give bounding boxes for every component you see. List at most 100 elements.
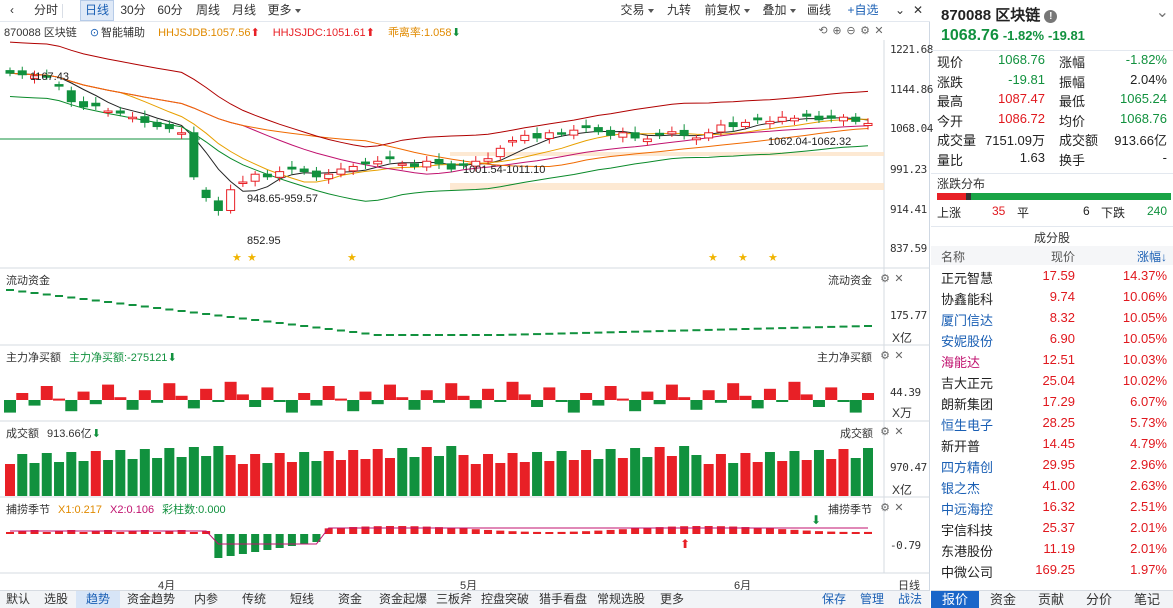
adjust-menu[interactable]: 前复权 xyxy=(700,0,754,21)
close-icon[interactable]: ✕ xyxy=(894,273,904,285)
net-bar xyxy=(212,400,225,402)
overlay-menu[interactable]: 叠加 xyxy=(758,0,800,21)
zoom-out-icon[interactable]: ⊖ xyxy=(846,25,856,37)
stock-row[interactable]: 厦门信达 8.32 10.05% xyxy=(931,308,1173,329)
quote-tab[interactable]: 笔记 xyxy=(1133,592,1160,607)
strategy-tab[interactable]: 短线 xyxy=(289,592,314,606)
candle xyxy=(544,132,554,139)
stock-name[interactable]: 海能达 xyxy=(941,355,981,370)
net-bar xyxy=(862,393,874,400)
settings-icon[interactable]: ⚙ xyxy=(860,25,870,37)
stock-row[interactable]: 银之杰 41.00 2.63% xyxy=(931,476,1173,497)
strategy-tab[interactable]: 三板斧 xyxy=(435,592,472,606)
range-annotation: 1001.54-1011.10 xyxy=(463,164,546,176)
strategy-tab[interactable]: 控盘突破 xyxy=(480,592,529,606)
tab-more[interactable]: 更多 xyxy=(264,0,304,21)
stock-row[interactable]: 海能达 12.51 10.03% xyxy=(931,350,1173,371)
strategy-tab[interactable]: 资金趋势 xyxy=(126,592,175,606)
net-bar xyxy=(763,388,776,400)
strategy-tab[interactable]: 常规选股 xyxy=(596,592,645,606)
settings-icon[interactable]: ⚙ xyxy=(880,273,890,285)
col-price[interactable]: 现价 xyxy=(1050,250,1075,264)
strategy-tab[interactable]: 资金 xyxy=(337,592,362,606)
stock-name[interactable]: 中远海控 xyxy=(941,502,994,517)
stock-name[interactable]: 新开普 xyxy=(941,439,981,454)
settings-icon[interactable]: ⚙ xyxy=(880,350,890,362)
quote-tab[interactable]: 资金 xyxy=(989,592,1016,607)
stock-row[interactable]: 中微公司 169.25 1.97% xyxy=(931,560,1173,581)
season-bar xyxy=(202,531,211,534)
stock-name[interactable]: 协鑫能科 xyxy=(941,292,994,307)
strategy-tab[interactable]: 资金起爆 xyxy=(378,592,427,606)
volume-bar xyxy=(409,457,420,496)
stock-name[interactable]: 朗新集团 xyxy=(941,397,994,412)
close-icon[interactable]: ✕ xyxy=(912,3,924,17)
kline-chart[interactable]: ★ ★ ★ ★ ★ ★ ⬇ ⬆ xyxy=(0,0,930,590)
stock-name[interactable]: 安妮股份 xyxy=(941,334,994,349)
chevron-down-icon[interactable]: ⌄ xyxy=(1155,4,1169,21)
strategy-tab[interactable]: 猎手看盘 xyxy=(538,592,587,606)
quote-tab[interactable]: 分价 xyxy=(1085,592,1112,607)
close-icon[interactable]: ✕ xyxy=(874,25,884,37)
stock-row[interactable]: 宇信科技 25.37 2.01% xyxy=(931,518,1173,539)
volume-bar xyxy=(568,460,579,496)
stock-row[interactable]: 中远海控 16.32 2.51% xyxy=(931,497,1173,518)
trade-menu[interactable]: 交易 xyxy=(616,0,658,21)
jiuzhuan-button[interactable]: 九转 xyxy=(666,3,691,17)
stock-name[interactable]: 东港股份 xyxy=(941,544,994,559)
tab-60min[interactable]: 60分 xyxy=(157,3,183,17)
strategy-tab[interactable]: 选股 xyxy=(43,592,68,606)
stock-name[interactable]: 中微公司 xyxy=(941,565,994,580)
stock-name[interactable]: 宇信科技 xyxy=(941,523,994,538)
strategy-tab[interactable]: 内参 xyxy=(193,592,218,606)
stock-name[interactable]: 银之杰 xyxy=(941,481,981,496)
chevron-down-icon[interactable]: ⌄ xyxy=(894,3,906,17)
strategy-tab[interactable]: 趋势 xyxy=(76,591,120,608)
draw-button[interactable]: 画线 xyxy=(806,3,831,17)
stock-row[interactable]: 吉大正元 25.04 10.02% xyxy=(931,371,1173,392)
info-icon[interactable]: ! xyxy=(1044,10,1058,23)
quote-tab[interactable]: 报价 xyxy=(931,591,979,608)
bottom-action-button[interactable]: 管理 xyxy=(859,592,884,606)
close-icon[interactable]: ✕ xyxy=(894,502,904,514)
stock-row[interactable]: 东港股份 11.19 2.01% xyxy=(931,539,1173,560)
season-bar xyxy=(422,526,431,534)
col-change[interactable]: 涨幅↓ xyxy=(1136,250,1167,264)
strategy-tab[interactable]: 默认 xyxy=(5,592,30,606)
tab-fenshi[interactable]: 分时 xyxy=(33,3,58,17)
bottom-action-button[interactable]: 保存 xyxy=(821,592,846,606)
stock-row[interactable]: 新开普 14.45 4.79% xyxy=(931,434,1173,455)
col-name[interactable]: 名称 xyxy=(941,250,966,264)
zoom-in-icon[interactable]: ⊕ xyxy=(832,25,842,37)
back-icon[interactable]: ‹ xyxy=(10,3,14,17)
strategy-tab[interactable]: 更多 xyxy=(659,592,684,606)
close-icon[interactable]: ✕ xyxy=(894,426,904,438)
settings-icon[interactable]: ⚙ xyxy=(880,502,890,514)
refresh-icon[interactable]: ⟲ xyxy=(818,25,828,37)
quote-tab[interactable]: 贡献 xyxy=(1037,592,1064,607)
stock-row[interactable]: 朗新集团 17.29 6.07% xyxy=(931,392,1173,413)
tab-monthly[interactable]: 月线 xyxy=(231,3,256,17)
stock-row[interactable]: 协鑫能科 9.74 10.06% xyxy=(931,287,1173,308)
stock-name[interactable]: 吉大正元 xyxy=(941,376,994,391)
strategy-tab[interactable]: 传统 xyxy=(241,592,266,606)
stock-name[interactable]: 厦门信达 xyxy=(941,313,994,328)
close-icon[interactable]: ✕ xyxy=(894,350,904,362)
add-watchlist-button[interactable]: +自选 xyxy=(847,3,879,17)
stock-row[interactable]: 四方精创 29.95 2.96% xyxy=(931,455,1173,476)
y-tick: 1144.86 xyxy=(890,83,933,96)
stock-row[interactable]: 安妮股份 6.90 10.05% xyxy=(931,329,1173,350)
tab-30min[interactable]: 30分 xyxy=(120,3,146,17)
stock-row[interactable]: 正元智慧 17.59 14.37% xyxy=(931,266,1173,287)
settings-icon[interactable]: ⚙ xyxy=(880,426,890,438)
stock-name[interactable]: 恒生电子 xyxy=(941,418,994,433)
smart-assist-toggle[interactable]: ⊙ 智能辅助 xyxy=(89,27,146,39)
stock-row[interactable]: 恒生电子 28.25 5.73% xyxy=(931,413,1173,434)
stock-name[interactable]: 正元智慧 xyxy=(941,271,994,286)
stock-name[interactable]: 四方精创 xyxy=(941,460,994,475)
net-bar xyxy=(249,400,262,407)
candle xyxy=(299,168,309,173)
bottom-action-button[interactable]: 战法 xyxy=(897,592,922,606)
tab-daily[interactable]: 日线 xyxy=(80,0,114,21)
tab-weekly[interactable]: 周线 xyxy=(195,3,220,17)
